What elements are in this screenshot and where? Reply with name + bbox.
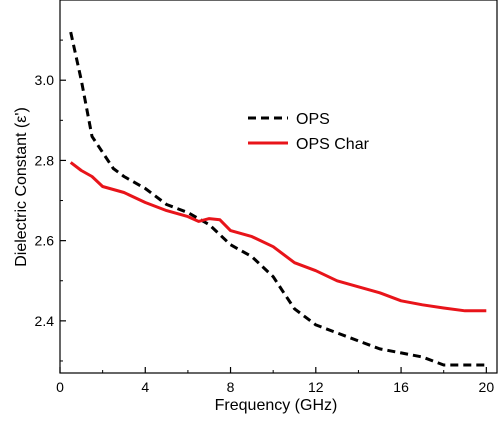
- legend-label: OPS Char: [296, 136, 370, 153]
- x-axis-label: Frequency (GHz): [215, 397, 338, 414]
- x-tick-label: 0: [56, 379, 64, 395]
- series-layer: [69, 31, 487, 367]
- x-tick-label: 8: [227, 379, 235, 395]
- legend-label: OPS: [296, 111, 330, 128]
- x-tick-label: 4: [141, 379, 149, 395]
- x-tick-label: 16: [393, 379, 409, 395]
- y-tick-label: 2.4: [35, 313, 55, 329]
- y-tick-label: 2.6: [35, 233, 55, 249]
- y-axis-ticks: 2.4 2.6 2.8 3.0: [35, 39, 66, 362]
- y-tick-label: 3.0: [35, 72, 55, 88]
- series-line-ops: [69, 31, 487, 367]
- x-axis-ticks: 0 4 8 12 16 20: [56, 367, 494, 395]
- legend: OPS OPS Char: [248, 111, 370, 153]
- y-tick-label: 2.8: [35, 152, 55, 168]
- plot-frame: [59, 0, 498, 374]
- series-line-ops-char: [69, 161, 487, 313]
- x-tick-label: 12: [308, 379, 324, 395]
- x-tick-label: 20: [479, 379, 495, 395]
- y-axis-label: Dielectric Constant (ε'): [13, 107, 30, 267]
